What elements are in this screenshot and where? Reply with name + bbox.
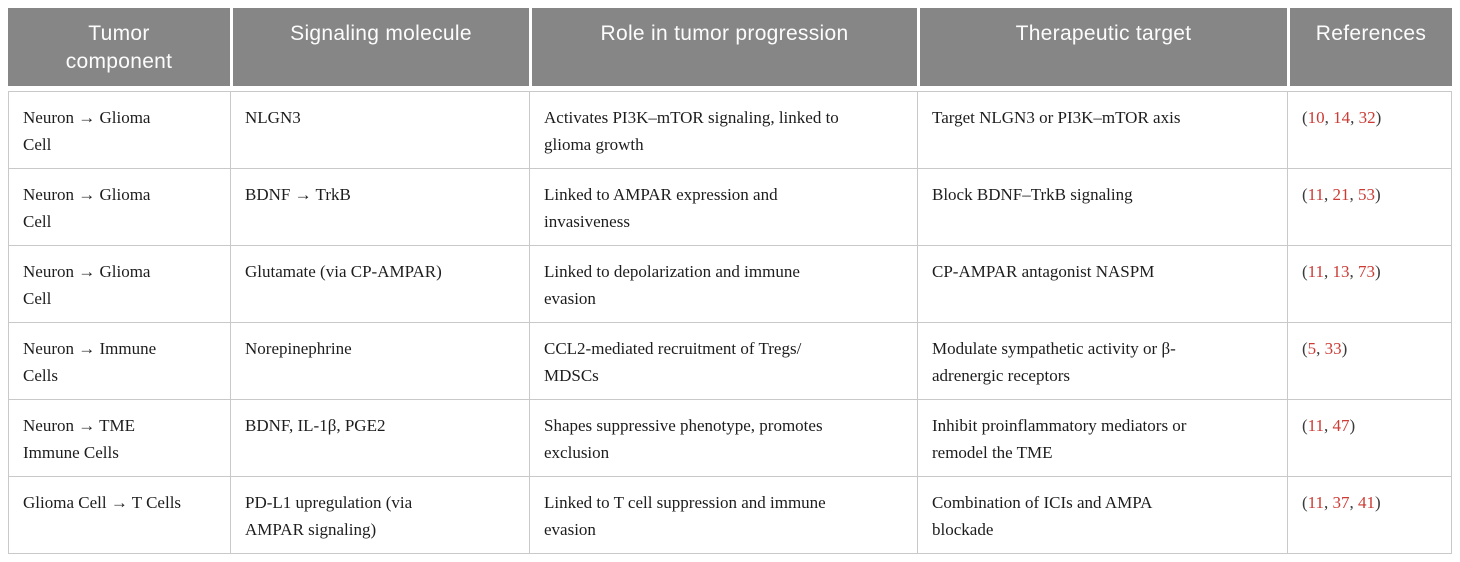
reference-separator: , — [1349, 262, 1359, 281]
reference-citation-link[interactable]: 37 — [1332, 493, 1350, 512]
reference-citation-link[interactable]: 11 — [1307, 262, 1325, 281]
cell-role: Linked to T cell suppression and immune … — [529, 477, 917, 553]
reference-citation-link[interactable]: 53 — [1358, 185, 1376, 204]
reference-citation-link[interactable]: 73 — [1358, 262, 1376, 281]
reference-close-paren: ) — [1375, 493, 1381, 512]
reference-citation-link[interactable]: 33 — [1324, 339, 1342, 358]
reference-close-paren: ) — [1349, 416, 1356, 435]
cell-target: Modulate sympathetic activity or β- adre… — [917, 323, 1287, 399]
reference-citation-link[interactable]: 21 — [1332, 185, 1350, 204]
reference-citation-link[interactable]: 5 — [1307, 339, 1317, 358]
reference-citation-link[interactable]: 11 — [1307, 185, 1325, 204]
reference-separator: , — [1349, 493, 1359, 512]
reference-close-paren: ) — [1375, 108, 1382, 127]
table-row: Neuron → Glioma Cell BDNF → TrkB Linked to… — [8, 168, 1452, 245]
cell-references: (11, 37, 41) — [1287, 477, 1452, 553]
reference-separator: , — [1350, 108, 1359, 127]
reference-open-paren: ( — [1302, 416, 1308, 435]
reference-citation-link[interactable]: 14 — [1333, 108, 1351, 127]
cell-target: Combination of ICIs and AMPA blockade — [917, 477, 1287, 553]
column-header-target: Therapeutic target — [917, 8, 1287, 86]
reference-citation-link[interactable]: 11 — [1307, 416, 1325, 435]
table-row: Neuron → Immune Cells Norepinephrine CCL2-… — [8, 322, 1452, 399]
column-header-references: References — [1287, 8, 1452, 86]
cell-references: (11, 47) — [1287, 400, 1452, 476]
cell-tumor-component: Neuron → Glioma Cell — [8, 92, 230, 168]
reference-separator: , — [1324, 185, 1333, 204]
cell-signaling-molecule: BDNF → TrkB — [230, 169, 529, 245]
reference-separator: , — [1349, 185, 1359, 204]
reference-separator: , — [1324, 493, 1333, 512]
table-row: Neuron → Glioma Cell NLGN3 Activates PI3K–… — [8, 91, 1452, 168]
column-header-role: Role in tumor progression — [529, 8, 917, 86]
cell-target: Block BDNF–TrkB signaling — [917, 169, 1287, 245]
cell-target: Inhibit proinflammatory mediators or rem… — [917, 400, 1287, 476]
cell-tumor-component: Neuron → Immune Cells — [8, 323, 230, 399]
reference-citation-link[interactable]: 13 — [1332, 262, 1350, 281]
cell-references: (5, 33) — [1287, 323, 1452, 399]
reference-citation-link[interactable]: 11 — [1307, 493, 1325, 512]
column-header-signaling-molecule: Signaling molecule — [230, 8, 529, 86]
reference-open-paren: ( — [1302, 339, 1308, 358]
table-row: Neuron → TME Immune Cells BDNF, IL-1β, PG… — [8, 399, 1452, 476]
cell-signaling-molecule: NLGN3 — [230, 92, 529, 168]
reference-open-paren: ( — [1302, 108, 1308, 127]
reference-citation-link[interactable]: 10 — [1307, 108, 1325, 127]
reference-open-paren: ( — [1302, 185, 1308, 204]
reference-separator: , — [1324, 416, 1333, 435]
cell-role: Linked to AMPAR expression and invasiven… — [529, 169, 917, 245]
table-row: Neuron → Glioma Cell Glutamate (via CP-AM… — [8, 245, 1452, 322]
neuron-glioma-signaling-table: Tumor component Signaling molecule Role in… — [8, 8, 1452, 554]
cell-role: Shapes suppressive phenotype, promotes e… — [529, 400, 917, 476]
reference-close-paren: ) — [1341, 339, 1348, 358]
reference-citation-link[interactable]: 32 — [1358, 108, 1376, 127]
reference-close-paren: ) — [1375, 185, 1381, 204]
cell-role: Linked to depolarization and immune evas… — [529, 246, 917, 322]
cell-signaling-molecule: PD-L1 upregulation (via AMPAR signaling) — [230, 477, 529, 553]
reference-close-paren: ) — [1375, 262, 1381, 281]
cell-references: (10, 14, 32) — [1287, 92, 1452, 168]
table-body: Neuron → Glioma Cell NLGN3 Activates PI3K–… — [8, 91, 1452, 554]
cell-tumor-component: Neuron → Glioma Cell — [8, 169, 230, 245]
reference-separator: , — [1324, 108, 1334, 127]
cell-signaling-molecule: Glutamate (via CP-AMPAR) — [230, 246, 529, 322]
cell-references: (11, 13, 73) — [1287, 246, 1452, 322]
cell-role: Activates PI3K–mTOR signaling, linked to… — [529, 92, 917, 168]
table-row: Glioma Cell → T Cells PD-L1 upregulation … — [8, 476, 1452, 553]
cell-tumor-component: Glioma Cell → T Cells — [8, 477, 230, 553]
cell-references: (11, 21, 53) — [1287, 169, 1452, 245]
table-header-row: Tumor component Signaling molecule Role in… — [8, 8, 1452, 86]
cell-signaling-molecule: BDNF, IL-1β, PGE2 — [230, 400, 529, 476]
reference-separator: , — [1324, 262, 1333, 281]
cell-tumor-component: Neuron → Glioma Cell — [8, 246, 230, 322]
cell-tumor-component: Neuron → TME Immune Cells — [8, 400, 230, 476]
cell-target: Target NLGN3 or PI3K–mTOR axis — [917, 92, 1287, 168]
cell-role: CCL2-mediated recruitment of Tregs/ MDSC… — [529, 323, 917, 399]
cell-signaling-molecule: Norepinephrine — [230, 323, 529, 399]
reference-citation-link[interactable]: 47 — [1332, 416, 1350, 435]
cell-target: CP-AMPAR antagonist NASPM — [917, 246, 1287, 322]
reference-citation-link[interactable]: 41 — [1358, 493, 1376, 512]
column-header-tumor-component: Tumor component — [8, 8, 230, 86]
reference-open-paren: ( — [1302, 493, 1308, 512]
reference-separator: , — [1316, 339, 1325, 358]
reference-open-paren: ( — [1302, 262, 1308, 281]
